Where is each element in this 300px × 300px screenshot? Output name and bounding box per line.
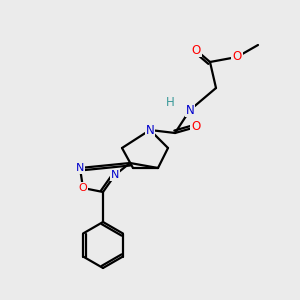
Text: O: O (232, 50, 242, 64)
Text: N: N (76, 163, 84, 173)
Text: N: N (111, 170, 119, 180)
Text: O: O (79, 183, 87, 193)
Text: O: O (191, 44, 201, 56)
Text: N: N (186, 103, 194, 116)
Text: O: O (191, 121, 201, 134)
Text: N: N (146, 124, 154, 136)
Text: H: H (166, 97, 174, 110)
